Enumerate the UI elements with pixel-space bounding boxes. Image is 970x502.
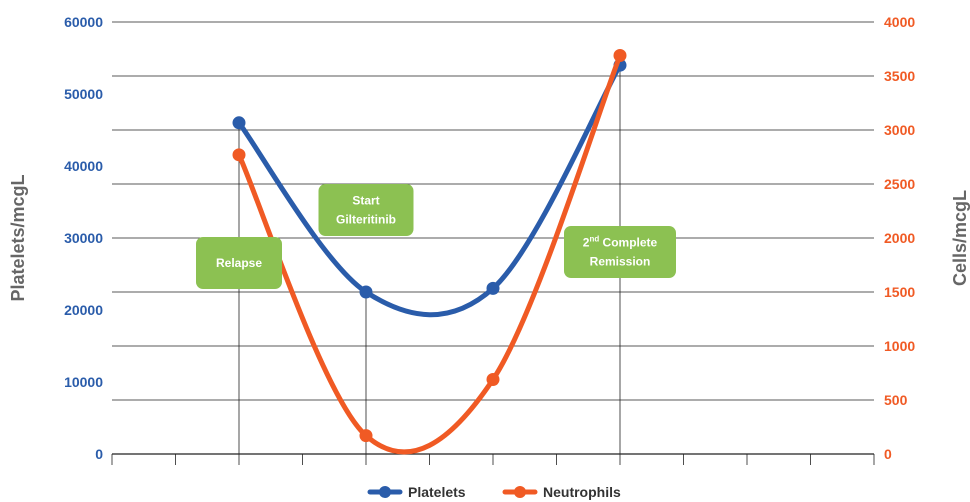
right-tick-label: 2500: [884, 176, 915, 192]
right-tick-label: 3500: [884, 68, 915, 84]
legend-label: Neutrophils: [543, 484, 621, 500]
right-tick-label: 1000: [884, 338, 915, 354]
legend-label: Platelets: [408, 484, 466, 500]
data-point-platelets: [232, 116, 246, 130]
legend: Platelets Neutrophils: [367, 484, 621, 500]
right-tick-label: 3000: [884, 122, 915, 138]
series-line-platelets: [236, 62, 623, 318]
annotation-box: [318, 184, 414, 236]
data-point-platelets: [359, 285, 373, 299]
series-line-neutrophils: [236, 52, 623, 455]
data-point-neutrophils: [613, 48, 627, 62]
left-tick-label: 50000: [64, 86, 103, 102]
left-axis-title: Platelets/mcgL: [8, 174, 28, 301]
annotation-start-gilteritinib: Start Gilteritinib: [318, 184, 414, 236]
left-tick-label: 60000: [64, 14, 103, 30]
right-axis-ticks: 0 500 1000 1500 2000 2500 3000 3500 4000: [884, 14, 915, 462]
data-point-neutrophils: [232, 148, 246, 162]
left-tick-label: 30000: [64, 230, 103, 246]
series-lines: [232, 48, 627, 455]
annotations: Relapse Start Gilteritinib 2nd Complete Remi…: [196, 184, 676, 289]
left-tick-label: 10000: [64, 374, 103, 390]
annotation-label: 2nd Complete: [583, 235, 658, 250]
annotation-second-remission: 2nd Complete Remission: [564, 226, 676, 278]
annotation-label: Remission: [590, 255, 651, 269]
annotation-box: [564, 226, 676, 278]
right-axis-title: Cells/mcgL: [950, 190, 970, 286]
right-tick-label: 500: [884, 392, 908, 408]
right-tick-label: 2000: [884, 230, 915, 246]
right-tick-label: 4000: [884, 14, 915, 30]
data-point-neutrophils: [359, 429, 373, 443]
right-tick-label: 1500: [884, 284, 915, 300]
legend-item-neutrophils: Neutrophils: [502, 484, 621, 500]
annotation-label: Start: [352, 194, 379, 208]
left-tick-label: 0: [95, 446, 103, 462]
data-point-neutrophils: [486, 372, 500, 386]
annotation-label: Relapse: [216, 256, 262, 270]
left-tick-label: 40000: [64, 158, 103, 174]
data-point-platelets: [486, 281, 500, 295]
annotation-droplines: [238, 65, 621, 454]
legend-swatch-marker: [514, 486, 526, 498]
annotation-relapse: Relapse: [196, 237, 282, 289]
legend-item-platelets: Platelets: [367, 484, 466, 500]
legend-swatch-marker: [379, 486, 391, 498]
annotation-label: Gilteritinib: [336, 213, 396, 227]
annotation-box: [196, 237, 282, 289]
x-axis: [111, 454, 875, 465]
left-axis-ticks: 0 10000 20000 30000 40000 50000 60000: [64, 14, 103, 462]
left-tick-label: 20000: [64, 302, 103, 318]
right-tick-label: 0: [884, 446, 892, 462]
